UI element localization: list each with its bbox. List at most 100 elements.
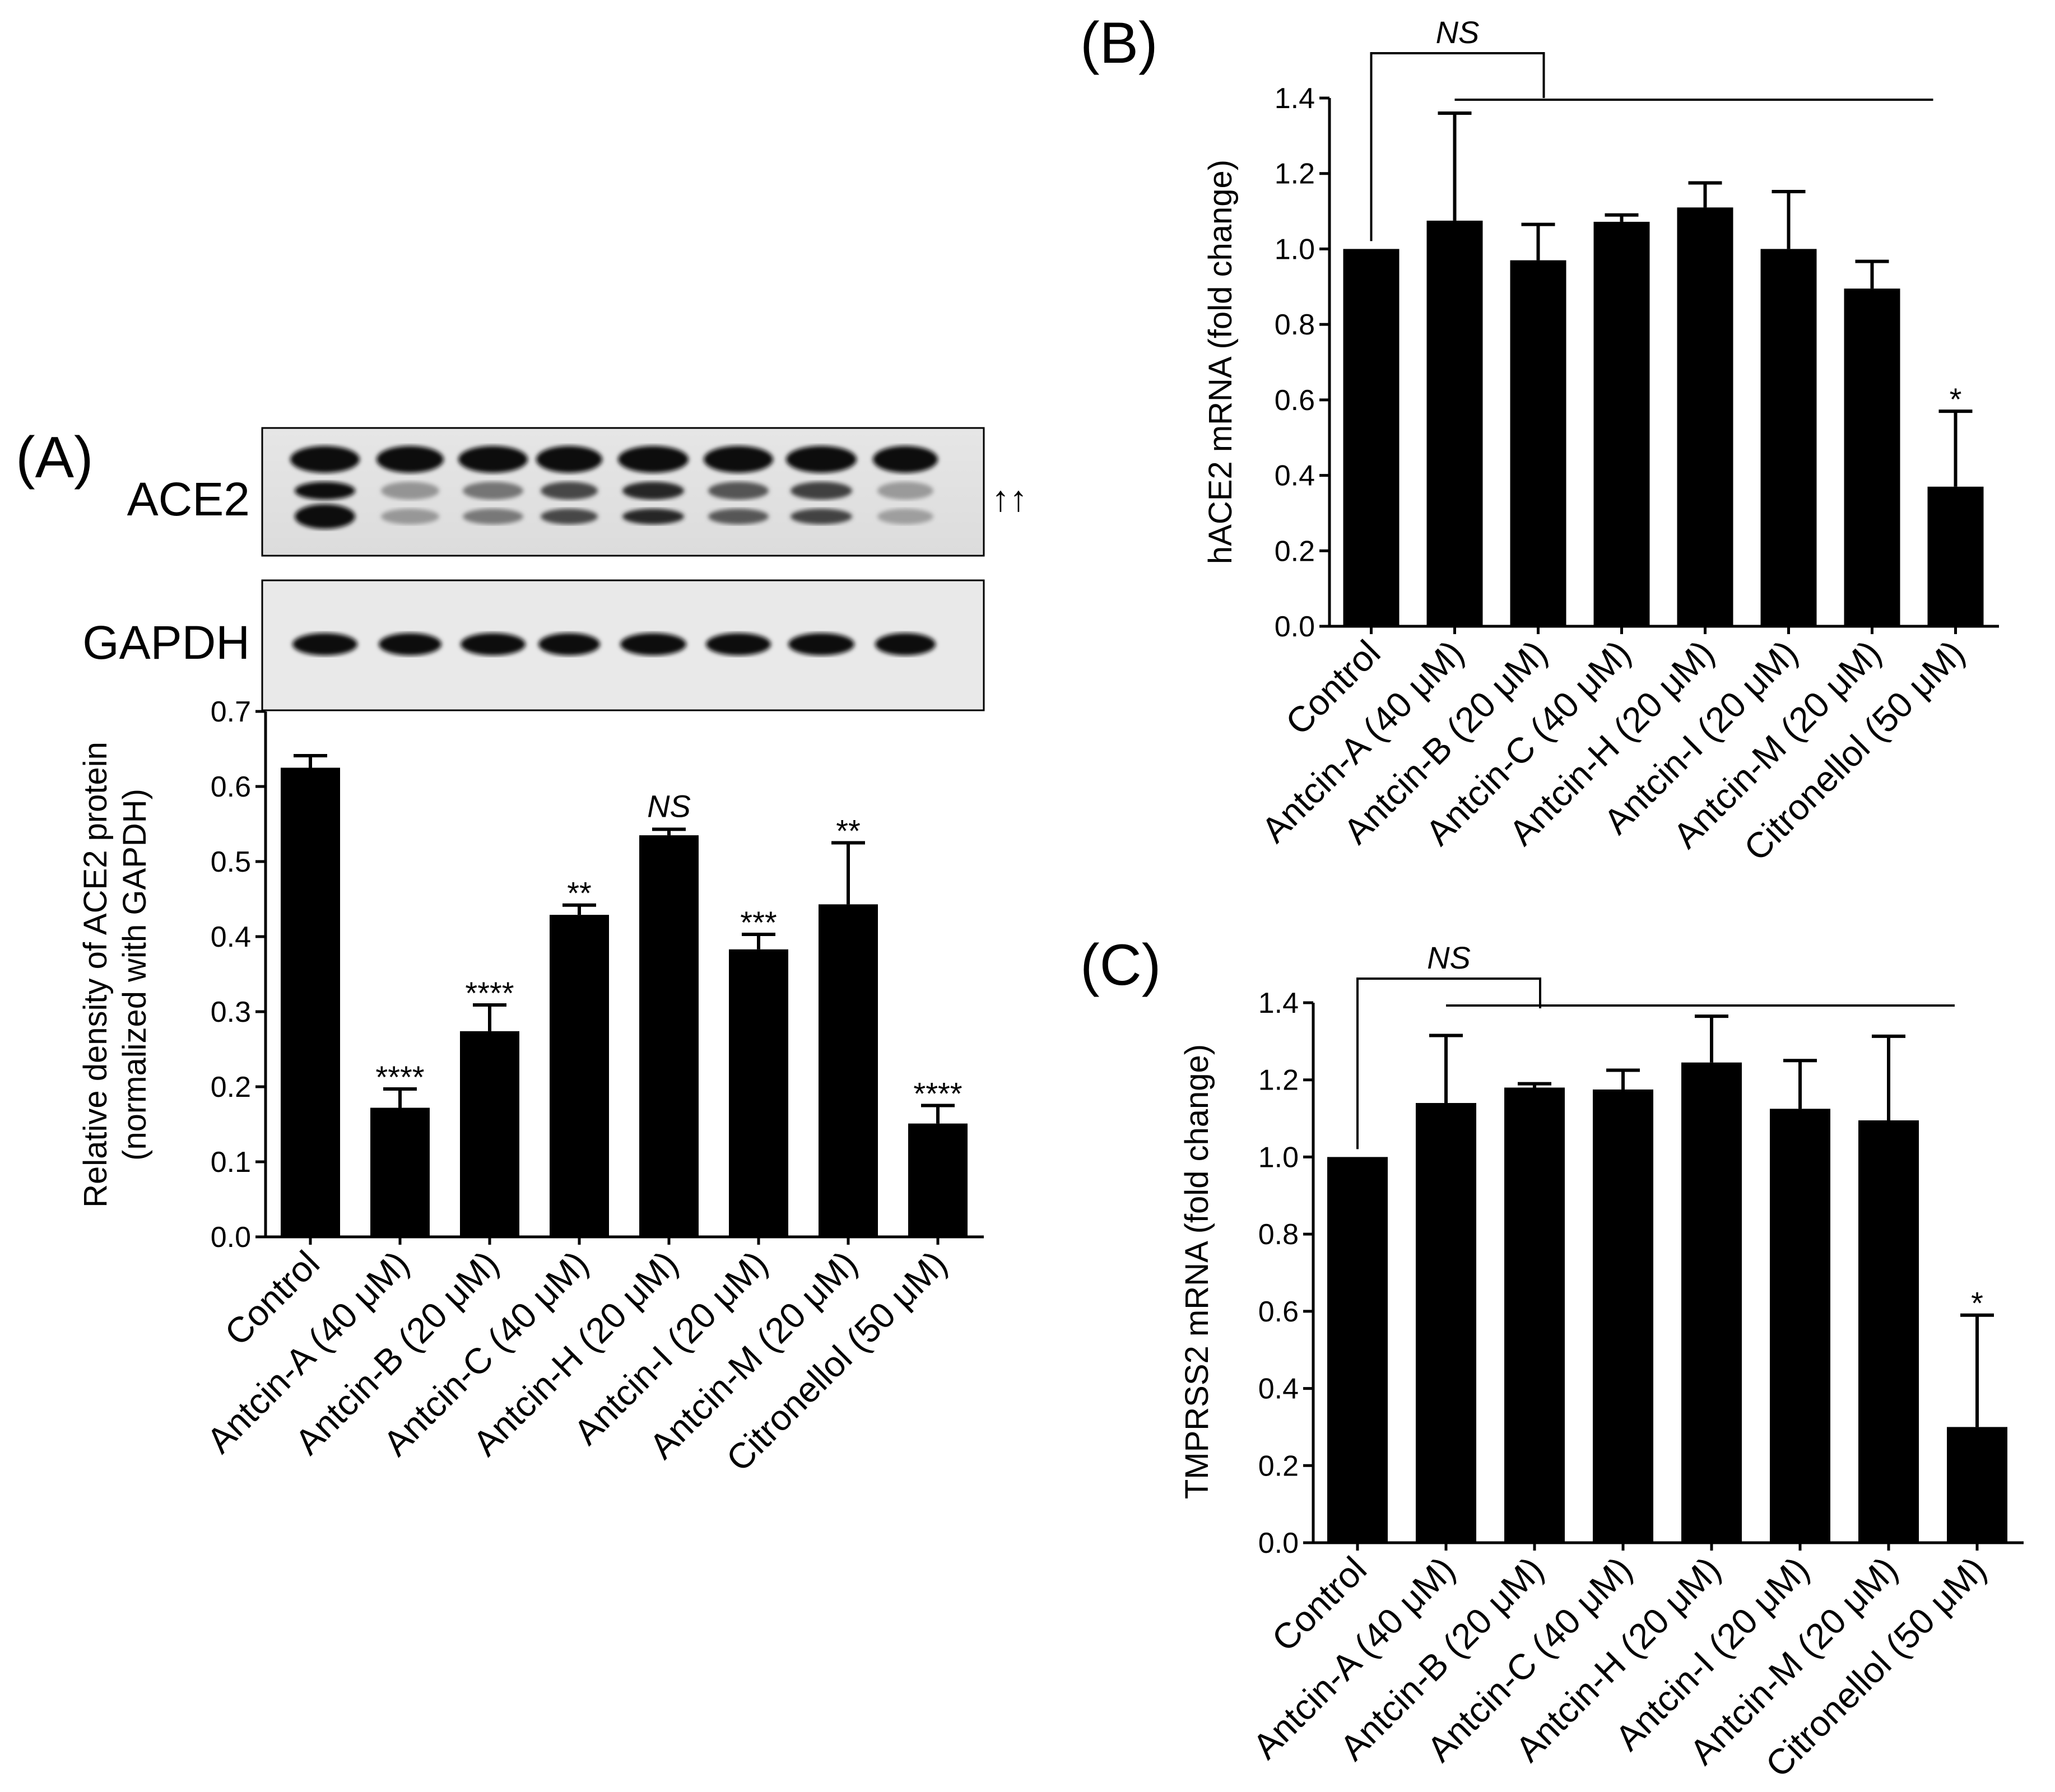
bar bbox=[550, 915, 609, 1237]
ace2-band-middle bbox=[708, 482, 769, 500]
y-tick-label: 0.0 bbox=[1258, 1527, 1299, 1560]
significance-marker: **** bbox=[913, 1076, 962, 1111]
bar bbox=[1510, 260, 1566, 626]
y-tick-label: 1.2 bbox=[1258, 1064, 1299, 1097]
gapdh-band bbox=[538, 633, 600, 655]
y-tick-label: 0.6 bbox=[211, 771, 251, 803]
bar bbox=[1760, 249, 1817, 626]
bar bbox=[1927, 486, 1984, 626]
y-tick-label: 0.8 bbox=[1258, 1218, 1299, 1251]
ace2-bands bbox=[290, 446, 938, 529]
y-tick-label: 0.2 bbox=[1275, 535, 1315, 567]
bar bbox=[1681, 1062, 1742, 1543]
western-blot: ACE2 GAPDH ↑↑ bbox=[82, 427, 1028, 711]
bar bbox=[460, 1031, 519, 1237]
significance-marker: **** bbox=[465, 975, 514, 1011]
bar bbox=[1770, 1109, 1830, 1543]
bar bbox=[819, 904, 878, 1237]
y-axis-label: hACE2 mRNA (fold change) bbox=[1202, 160, 1239, 564]
ace2-band-upper bbox=[786, 446, 857, 473]
ace2-band-middle bbox=[463, 482, 523, 500]
gapdh-band bbox=[620, 633, 686, 655]
ace2-band-upper bbox=[873, 446, 938, 473]
ace2-band-middle bbox=[622, 482, 684, 500]
significance-bracket bbox=[1370, 52, 1545, 241]
y-tick-label: 0.0 bbox=[1275, 611, 1315, 643]
ace2-band-upper bbox=[290, 446, 360, 473]
y-tick-label: 0.5 bbox=[211, 846, 251, 878]
bar bbox=[1593, 1089, 1653, 1543]
bar bbox=[1844, 288, 1900, 626]
significance-marker: * bbox=[1950, 381, 1962, 417]
y-tick-label: 0.6 bbox=[1258, 1296, 1299, 1328]
significance-marker: * bbox=[1971, 1286, 1983, 1321]
ace2-band-middle bbox=[877, 482, 933, 500]
y-tick-label: 1.2 bbox=[1275, 158, 1315, 190]
y-tick-label: 0.7 bbox=[211, 696, 251, 728]
bracket-label: NS bbox=[1436, 15, 1480, 50]
bar bbox=[1593, 221, 1650, 627]
bar bbox=[1343, 249, 1400, 626]
band-arrows-icon: ↑↑ bbox=[992, 478, 1028, 519]
ace2-band-middle bbox=[381, 482, 439, 500]
y-tick-label: 0.2 bbox=[211, 1071, 251, 1104]
significance-bracket bbox=[1356, 978, 1541, 1149]
bracket-label: NS bbox=[1427, 940, 1471, 975]
ace2-band-lower bbox=[295, 504, 355, 529]
ace2-band-upper bbox=[376, 446, 444, 473]
y-tick-label: 0.2 bbox=[1258, 1450, 1299, 1482]
gapdh-bands bbox=[292, 633, 936, 655]
ace2-band-middle bbox=[541, 482, 598, 500]
y-tick-label: 0.6 bbox=[1275, 384, 1315, 417]
gapdh-band bbox=[379, 633, 441, 655]
y-tick-label: 0.8 bbox=[1275, 309, 1315, 341]
y-tick-label: 0.1 bbox=[211, 1146, 251, 1179]
bar bbox=[1858, 1120, 1919, 1543]
y-axis-label: (normalized with GAPDH) bbox=[117, 789, 153, 1161]
y-axis-label: TMPRSS2 mRNA (fold change) bbox=[1179, 1044, 1215, 1499]
y-tick-label: 1.0 bbox=[1258, 1141, 1299, 1174]
y-tick-label: 0.0 bbox=[211, 1221, 251, 1254]
bar bbox=[281, 767, 340, 1237]
ace2-band-upper bbox=[618, 446, 689, 473]
bar bbox=[908, 1123, 968, 1237]
y-tick-label: 0.3 bbox=[211, 996, 251, 1028]
ace2-band-upper bbox=[536, 446, 602, 473]
panel-label-a: (A) bbox=[16, 425, 94, 490]
ace2-band-lower bbox=[877, 509, 933, 524]
gapdh-band bbox=[706, 633, 771, 655]
bar bbox=[370, 1107, 430, 1237]
y-tick-label: 0.4 bbox=[1258, 1373, 1299, 1405]
ace2-band-middle bbox=[295, 482, 355, 500]
panel-label-b: (B) bbox=[1080, 11, 1158, 76]
significance-marker: ** bbox=[567, 876, 592, 911]
ace2-band-upper bbox=[458, 446, 528, 473]
significance-marker: *** bbox=[740, 905, 777, 940]
y-tick-label: 1.0 bbox=[1275, 233, 1315, 266]
ace2-band-lower bbox=[622, 509, 684, 524]
y-tick-label: 0.4 bbox=[211, 921, 251, 953]
bar bbox=[1947, 1427, 2007, 1543]
ace2-band-middle bbox=[791, 482, 852, 500]
y-tick-label: 0.4 bbox=[1275, 460, 1315, 492]
ace2-band-lower bbox=[541, 509, 598, 524]
gapdh-band bbox=[875, 633, 936, 655]
gapdh-band bbox=[788, 633, 854, 655]
ace2-band-lower bbox=[708, 509, 769, 524]
y-tick-label: 1.4 bbox=[1258, 987, 1299, 1020]
ace2-band-upper bbox=[704, 446, 773, 473]
ace2-blot-label: ACE2 bbox=[127, 473, 250, 525]
bar bbox=[1677, 207, 1733, 627]
ace2-band-lower bbox=[381, 509, 439, 524]
significance-marker: **** bbox=[375, 1059, 424, 1095]
y-tick-label: 1.4 bbox=[1275, 82, 1315, 115]
bar bbox=[639, 835, 699, 1237]
chart-b-hace2-mrna: 0.0 0.2 0.4 0.6 0.8 1.0 1.2 1.4 hACE2 mRNA (fold… bbox=[1202, 15, 1999, 869]
ace2-band-lower bbox=[463, 509, 523, 524]
chart-c-tmprss2-mrna: 0.0 0.2 0.4 0.6 0.8 1.0 1.2 1.4 TMPRSS2 mRNA (fo… bbox=[1179, 940, 2024, 1785]
gapdh-band bbox=[461, 633, 526, 655]
bar bbox=[1327, 1157, 1388, 1543]
ace2-band-lower bbox=[791, 509, 852, 524]
significance-marker: ** bbox=[836, 813, 861, 849]
